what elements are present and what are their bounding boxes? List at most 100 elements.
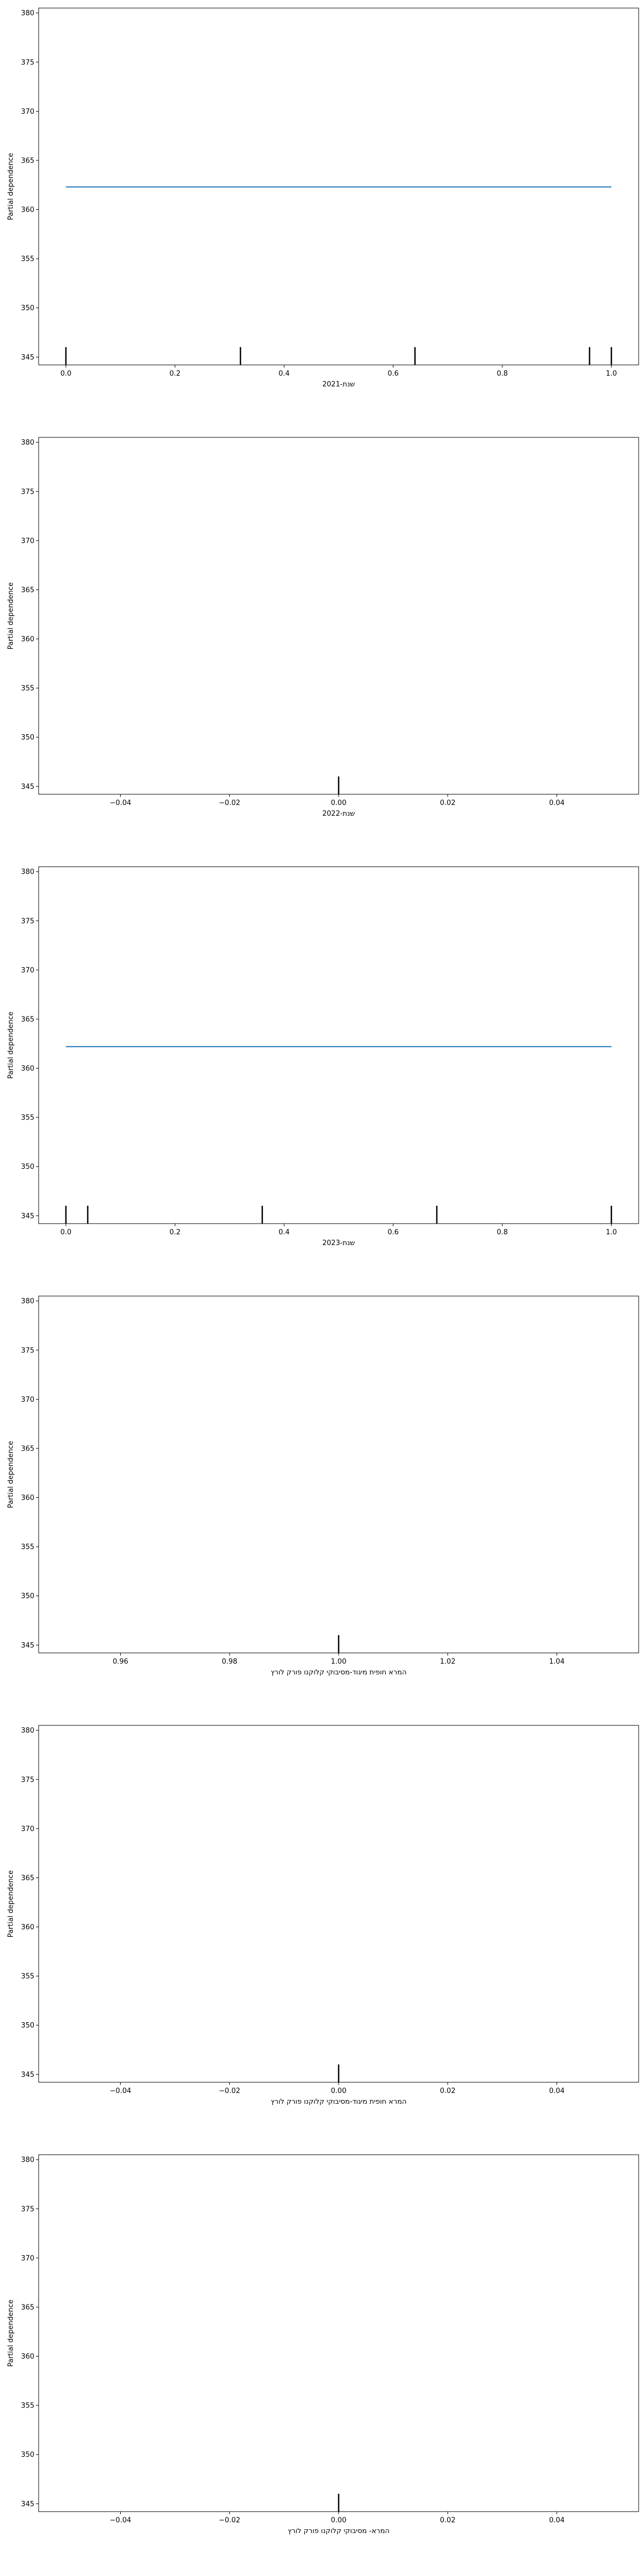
x-tick-label: 0.98 bbox=[222, 1658, 237, 1666]
y-tick-label: 355 bbox=[21, 685, 34, 693]
y-tick-label: 360 bbox=[21, 2353, 34, 2361]
x-tick-label: 0.02 bbox=[440, 2516, 456, 2524]
x-tick-label: 1.0 bbox=[606, 1228, 617, 1236]
x-tick-label: −0.02 bbox=[219, 799, 240, 807]
y-tick-label: 355 bbox=[21, 1114, 34, 1122]
y-tick-label: 345 bbox=[21, 2071, 34, 2079]
x-axis-label: המרא- מסיבוקי קלוקנו פורק לורץ bbox=[288, 2527, 390, 2535]
x-tick-label: 1.00 bbox=[331, 1658, 347, 1666]
chart-panel-2: 345 350 355 360 365 370 375 380 −0.04 −0.02 0.00 0.… bbox=[7, 437, 639, 818]
y-tick-label: 345 bbox=[21, 1642, 34, 1650]
y-tick-label: 365 bbox=[21, 1874, 34, 1882]
y-tick-label: 370 bbox=[21, 537, 34, 545]
y-tick-label: 380 bbox=[21, 439, 34, 447]
x-tick-label: −0.04 bbox=[110, 2516, 131, 2524]
y-tick-label: 355 bbox=[21, 2402, 34, 2410]
x-tick-label: 0.2 bbox=[170, 1228, 181, 1236]
y-tick-label: 350 bbox=[21, 734, 34, 742]
y-axis-label: Partial dependence bbox=[7, 1441, 15, 1508]
y-tick-label: 380 bbox=[21, 2156, 34, 2164]
y-axis-label: Partial dependence bbox=[7, 1012, 15, 1079]
y-tick-label: 365 bbox=[21, 586, 34, 594]
y-axis-label: Partial dependence bbox=[7, 582, 15, 649]
y-tick-label: 355 bbox=[21, 255, 34, 264]
y-tick-label: 345 bbox=[21, 1212, 34, 1220]
x-tick-label: 0.00 bbox=[331, 799, 347, 807]
plot-frame bbox=[38, 2154, 639, 2512]
y-tick-label: 375 bbox=[21, 2205, 34, 2213]
chart-panel-4: 345 350 355 360 365 370 375 380 0.96 0.98 1.00 1.02… bbox=[7, 1296, 639, 1677]
y-tick-label: 345 bbox=[21, 354, 34, 362]
x-tick-label: 0.2 bbox=[170, 370, 181, 378]
y-tick-label: 355 bbox=[21, 1543, 34, 1552]
y-tick-label: 375 bbox=[21, 58, 34, 67]
y-tick-label: 370 bbox=[21, 1396, 34, 1404]
x-tick-label: 0.8 bbox=[497, 370, 508, 378]
y-tick-label: 365 bbox=[21, 2303, 34, 2311]
x-tick-label: −0.04 bbox=[110, 2087, 131, 2095]
y-tick-label: 360 bbox=[21, 1923, 34, 1931]
y-tick-label: 345 bbox=[21, 783, 34, 791]
x-tick-label: 0.0 bbox=[60, 1228, 71, 1236]
x-axis-label: המרא חופית מיגוד-מסיבוקי קלוקנו פורק לור… bbox=[270, 1668, 406, 1677]
y-tick-label: 380 bbox=[21, 10, 34, 18]
x-tick-label: 0.8 bbox=[497, 1228, 508, 1236]
y-tick-label: 375 bbox=[21, 917, 34, 925]
x-tick-label: −0.02 bbox=[219, 2087, 240, 2095]
x-tick-label: −0.04 bbox=[110, 799, 131, 807]
y-tick-label: 350 bbox=[21, 1592, 34, 1600]
y-tick-label: 370 bbox=[21, 1825, 34, 1833]
chart-panel-3: 345 350 355 360 365 370 375 380 0.0 0.2 0.4 0.6 0.8 1… bbox=[7, 866, 639, 1247]
x-axis-label: המרא חופית מיגוד-מסיבוקי קלוקנו פורק לור… bbox=[270, 2098, 406, 2106]
x-tick-label: 0.96 bbox=[113, 1658, 128, 1666]
y-tick-label: 375 bbox=[21, 1346, 34, 1355]
y-tick-label: 350 bbox=[21, 2022, 34, 2030]
y-tick-label: 360 bbox=[21, 635, 34, 643]
x-tick-label: 1.0 bbox=[606, 370, 617, 378]
x-tick-label: −0.02 bbox=[219, 2516, 240, 2524]
y-tick-label: 380 bbox=[21, 1727, 34, 1735]
x-tick-label: 0.02 bbox=[440, 799, 456, 807]
plot-frame bbox=[38, 1296, 639, 1653]
y-tick-label: 355 bbox=[21, 1973, 34, 1981]
y-tick-label: 350 bbox=[21, 304, 34, 312]
x-axis-label: שנת-2023 bbox=[323, 1239, 355, 1247]
y-tick-label: 370 bbox=[21, 2255, 34, 2263]
x-tick-label: 0.04 bbox=[549, 2516, 565, 2524]
y-tick-label: 360 bbox=[21, 1065, 34, 1073]
x-tick-label: 0.02 bbox=[440, 2087, 456, 2095]
x-tick-label: 1.02 bbox=[440, 1658, 456, 1666]
y-tick-label: 365 bbox=[21, 1015, 34, 1023]
y-tick-label: 380 bbox=[21, 1298, 34, 1306]
x-tick-label: 0.00 bbox=[331, 2087, 347, 2095]
x-axis-label: שנת-2022 bbox=[323, 810, 355, 818]
y-tick-label: 350 bbox=[21, 1163, 34, 1171]
y-tick-label: 360 bbox=[21, 1494, 34, 1502]
y-tick-label: 370 bbox=[21, 967, 34, 975]
y-tick-label: 350 bbox=[21, 2451, 34, 2459]
y-tick-label: 370 bbox=[21, 108, 34, 116]
x-tick-label: 0.4 bbox=[279, 1228, 290, 1236]
y-tick-label: 380 bbox=[21, 868, 34, 876]
x-tick-label: 0.0 bbox=[60, 370, 71, 378]
x-tick-label: 1.04 bbox=[549, 1658, 565, 1666]
plot-frame bbox=[38, 8, 639, 365]
plot-frame bbox=[38, 866, 639, 1224]
y-tick-label: 375 bbox=[21, 488, 34, 496]
y-axis-label: Partial dependence bbox=[7, 1870, 15, 1937]
y-axis-label: Partial dependence bbox=[7, 2300, 15, 2367]
x-tick-label: 0.00 bbox=[331, 2516, 347, 2524]
plot-frame bbox=[38, 1725, 639, 2083]
x-tick-label: 0.04 bbox=[549, 799, 565, 807]
y-tick-label: 365 bbox=[21, 1445, 34, 1453]
y-tick-label: 345 bbox=[21, 2500, 34, 2508]
x-tick-label: 0.6 bbox=[387, 1228, 399, 1236]
chart-panel-6: 345 350 355 360 365 370 375 380 −0.04 −0.02 0.00 0.… bbox=[7, 2154, 639, 2535]
chart-panel-1: 345 350 355 360 365 370 375 380 0.0 0.2 0.4 0.6 0.8 1… bbox=[7, 8, 639, 389]
x-tick-label: 0.4 bbox=[279, 370, 290, 378]
y-tick-label: 365 bbox=[21, 157, 34, 165]
chart-panel-5: 345 350 355 360 365 370 375 380 −0.04 −0.02 0.00 0.… bbox=[7, 1725, 639, 2106]
plot-frame bbox=[38, 437, 639, 795]
x-tick-label: 0.6 bbox=[387, 370, 399, 378]
